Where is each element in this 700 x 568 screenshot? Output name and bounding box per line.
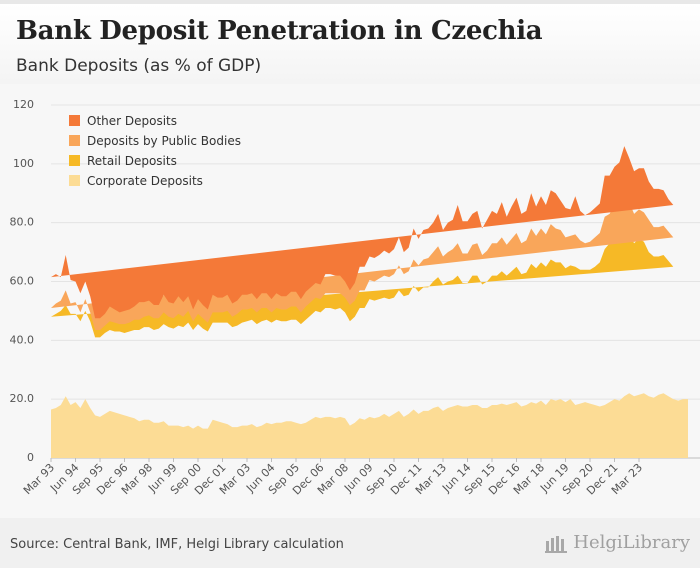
legend-swatch <box>69 155 80 166</box>
chart-subtitle: Bank Deposits (as % of GDP) <box>16 56 262 76</box>
legend-label: Retail Deposits <box>87 154 177 168</box>
y-tick-label: 100 <box>13 157 34 170</box>
area-series <box>51 146 688 458</box>
helgi-library-logo-icon <box>545 535 568 553</box>
source-note: Source: Central Bank, IMF, Helgi Library… <box>10 537 344 552</box>
chart-footer: Source: Central Bank, IMF, Helgi Library… <box>0 518 700 568</box>
area-corporate-deposits <box>51 393 688 458</box>
y-tick-label: 120 <box>13 98 34 111</box>
legend-item-other-deposits[interactable]: Other Deposits <box>69 114 177 128</box>
helgi-library-logo[interactable]: HelgiLibrary <box>545 532 690 553</box>
y-tick-label: 20.0 <box>10 392 35 405</box>
chart-title: Bank Deposit Penetration in Czechia <box>16 16 543 46</box>
y-tick-label: 0 <box>27 451 34 464</box>
legend-item-corporate-deposits[interactable]: Corporate Deposits <box>69 174 203 188</box>
legend-label: Corporate Deposits <box>87 174 203 188</box>
area-other-deposits <box>51 146 674 319</box>
y-tick-label: 60.0 <box>10 275 35 288</box>
y-tick-label: 40.0 <box>10 333 35 346</box>
legend-swatch <box>69 175 80 186</box>
chart-header: Bank Deposit Penetration in Czechia Bank… <box>0 0 700 84</box>
legend-swatch <box>69 115 80 126</box>
legend: Other Deposits Deposits by Public Bodies R… <box>69 114 241 188</box>
legend-item-deposits-by-public-bodies[interactable]: Deposits by Public Bodies <box>69 134 241 148</box>
legend-label: Deposits by Public Bodies <box>87 134 241 148</box>
legend-swatch <box>69 135 80 146</box>
x-tick-label: Mar 93 <box>21 461 57 497</box>
legend-item-retail-deposits[interactable]: Retail Deposits <box>69 154 177 168</box>
chart-area: 0 20.0 40.0 60.0 80.0 100 120 Mar 93 Jun 94 Sep 9… <box>0 84 700 518</box>
logo-text: HelgiLibrary <box>573 532 690 553</box>
y-tick-label: 80.0 <box>10 216 35 229</box>
legend-label: Other Deposits <box>87 114 177 128</box>
